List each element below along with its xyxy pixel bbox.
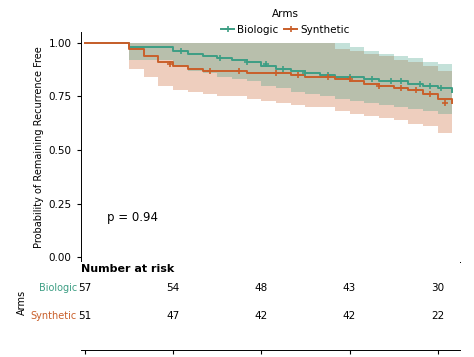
Text: Biologic: Biologic [38,283,77,293]
Text: 43: 43 [343,283,356,293]
Text: Number at risk: Number at risk [81,264,174,274]
Text: 22: 22 [431,311,444,321]
Text: p = 0.94: p = 0.94 [107,211,158,224]
Text: Arms: Arms [17,290,27,315]
Y-axis label: Probability of Remaining Recurrence Free: Probability of Remaining Recurrence Free [34,46,44,248]
Text: 54: 54 [166,283,180,293]
Text: 51: 51 [78,311,91,321]
Text: 47: 47 [166,311,180,321]
Text: 42: 42 [255,311,268,321]
Text: 42: 42 [343,311,356,321]
Legend: Biologic, Synthetic: Biologic, Synthetic [217,5,354,39]
Text: 48: 48 [255,283,268,293]
Text: 30: 30 [431,283,444,293]
Text: Synthetic: Synthetic [30,311,77,321]
Text: 57: 57 [78,283,91,293]
